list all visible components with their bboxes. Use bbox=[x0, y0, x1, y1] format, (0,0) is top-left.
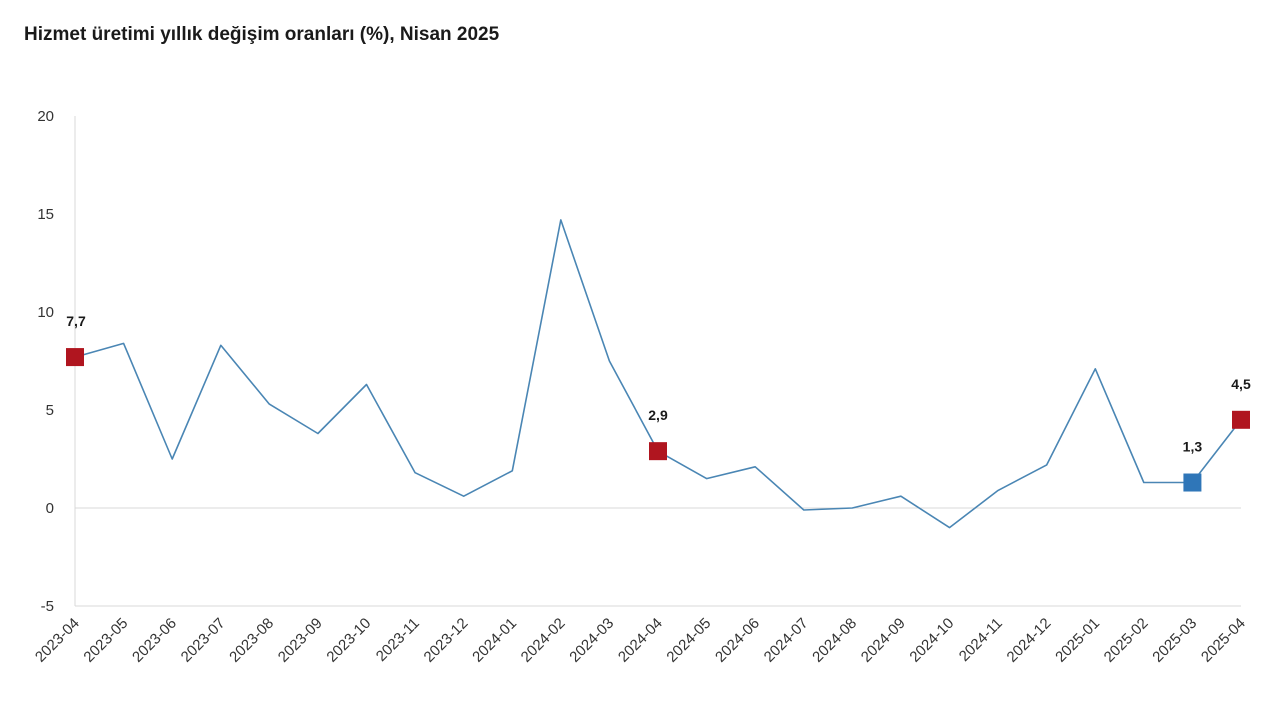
highlight-marker bbox=[1183, 473, 1202, 492]
x-tick-label: 2023-11 bbox=[373, 615, 423, 665]
data-label: 2,9 bbox=[648, 407, 668, 423]
x-tick-label: 2024-04 bbox=[615, 615, 666, 666]
x-tick-label: 2023-09 bbox=[275, 615, 326, 666]
x-tick-label: 2024-09 bbox=[858, 615, 909, 666]
x-tick-label: 2023-05 bbox=[80, 615, 131, 666]
highlight-marker bbox=[66, 348, 84, 367]
x-tick-label: 2024-11 bbox=[956, 615, 1006, 665]
x-tick-label: 2024-12 bbox=[1004, 615, 1055, 666]
x-tick-label: 2023-07 bbox=[178, 615, 229, 666]
data-label: 7,7 bbox=[66, 313, 86, 329]
x-tick-label: 2025-01 bbox=[1052, 615, 1103, 666]
x-tick-label: 2024-07 bbox=[761, 615, 812, 666]
highlight-marker bbox=[649, 442, 667, 461]
axes bbox=[74, 116, 1241, 607]
y-tick-label: 5 bbox=[46, 402, 54, 419]
x-tick-label: 2024-02 bbox=[518, 615, 569, 666]
y-tick-labels: 20 15 10 5 0 -5 bbox=[37, 108, 54, 615]
y-tick-label: 20 bbox=[37, 108, 54, 125]
y-tick-label: 10 bbox=[37, 304, 54, 321]
data-label: 1,3 bbox=[1183, 439, 1203, 455]
x-tick-label: 2024-10 bbox=[906, 615, 957, 666]
x-tick-label: 2025-03 bbox=[1149, 615, 1200, 666]
x-tick-label: 2025-02 bbox=[1101, 615, 1152, 666]
y-tick-label: 15 bbox=[37, 206, 54, 223]
x-tick-label: 2023-06 bbox=[129, 615, 180, 666]
y-tick-label: -5 bbox=[41, 598, 54, 615]
x-tick-labels: 2023-042023-052023-062023-072023-082023-… bbox=[32, 615, 1249, 666]
data-labels: 7,7 2,9 1,3 4,5 bbox=[66, 313, 1251, 454]
x-tick-label: 2024-08 bbox=[809, 615, 860, 666]
x-tick-label: 2025-04 bbox=[1198, 615, 1249, 666]
chart-title: Hizmet üretimi yıllık değişim oranları (… bbox=[24, 24, 500, 45]
x-tick-label: 2023-08 bbox=[226, 615, 277, 666]
data-label: 4,5 bbox=[1231, 376, 1251, 392]
x-tick-label: 2024-03 bbox=[566, 615, 617, 666]
x-tick-label: 2024-01 bbox=[469, 615, 520, 666]
x-tick-label: 2023-10 bbox=[323, 615, 374, 666]
x-tick-label: 2024-06 bbox=[712, 615, 763, 666]
x-tick-label: 2023-12 bbox=[421, 615, 472, 666]
highlight-markers bbox=[66, 348, 1250, 492]
series-lines bbox=[74, 219, 1242, 529]
highlight-marker bbox=[1232, 410, 1250, 429]
series-line bbox=[74, 219, 1242, 529]
x-tick-label: 2024-05 bbox=[663, 615, 714, 666]
x-tick-label: 2023-04 bbox=[32, 615, 83, 666]
y-tick-label: 0 bbox=[46, 500, 54, 517]
